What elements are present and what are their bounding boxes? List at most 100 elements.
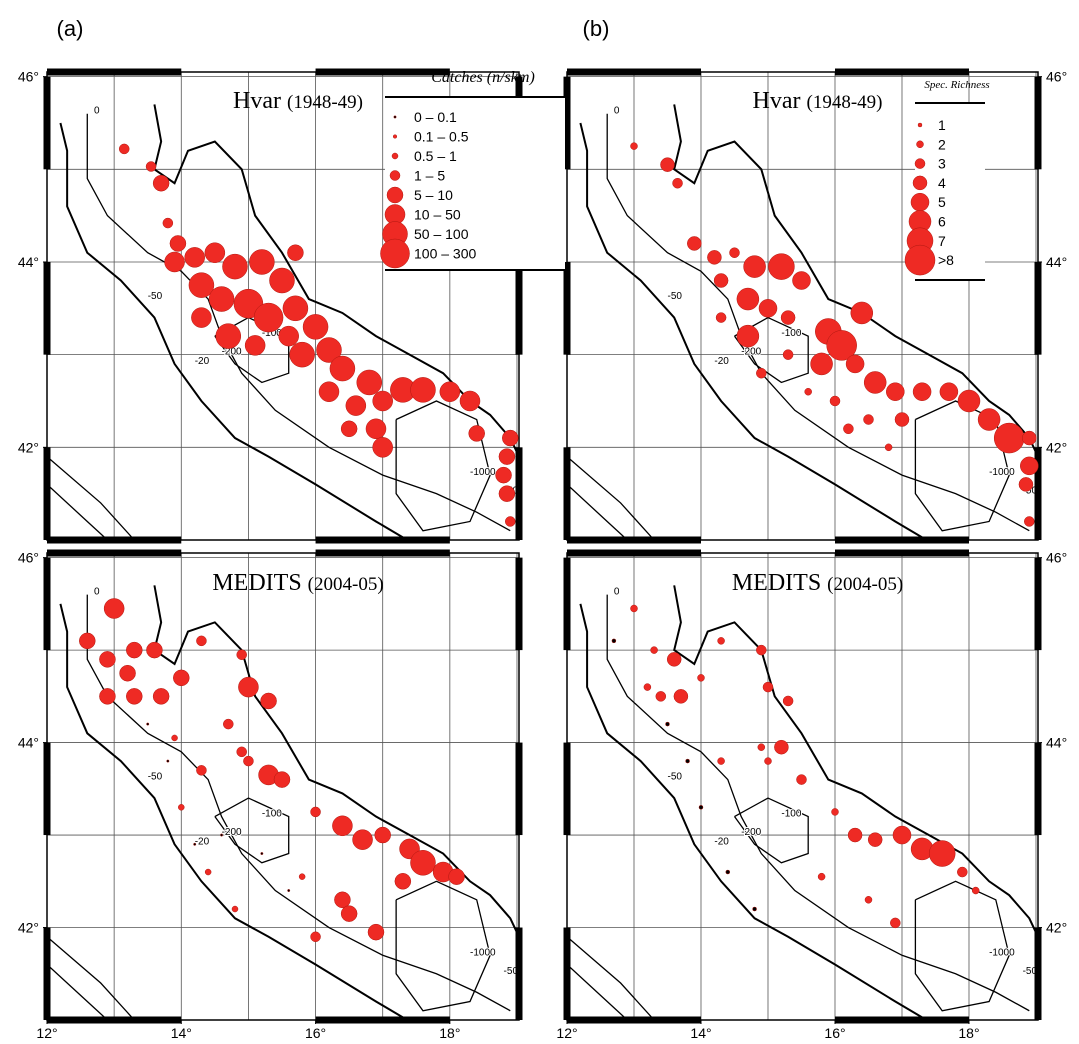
lat-label: 46° <box>1046 69 1067 85</box>
coastline <box>673 585 1038 938</box>
catch-bubble <box>829 395 841 407</box>
catch-bubble <box>758 299 778 318</box>
lon-label: 14° <box>171 1025 192 1041</box>
catch-bubble <box>448 868 465 885</box>
isobath <box>733 797 809 864</box>
catch-bubble <box>928 840 956 867</box>
panel-label: (b) <box>583 16 610 41</box>
legend-label: 6 <box>938 214 946 230</box>
frame-bar <box>43 557 51 651</box>
frame-bar <box>563 742 571 836</box>
catch-bubble <box>184 247 205 268</box>
frame-bar <box>315 1016 450 1024</box>
frame-bar <box>567 68 701 76</box>
legend-label: 5 <box>938 194 946 210</box>
legend-symbol <box>389 170 401 181</box>
catch-bubble <box>236 746 247 758</box>
catch-bubble <box>215 323 242 349</box>
catch-bubble <box>643 683 652 691</box>
frame-bar <box>567 549 701 557</box>
legend-label: 4 <box>938 175 946 191</box>
isobath <box>606 594 1030 1012</box>
isobath-label: -50 <box>148 291 163 302</box>
isobath <box>47 483 108 540</box>
legend: Spec. Richness 1 2 3 4 5 6 7 >8 <box>904 79 990 281</box>
catch-bubble <box>768 253 795 280</box>
legend-symbol <box>391 152 399 160</box>
coastline <box>59 122 410 540</box>
legend-label: 0.1 – 0.5 <box>414 129 469 145</box>
legend-label: 7 <box>938 233 946 249</box>
frame-bar <box>834 536 969 544</box>
frame-bar <box>1034 76 1042 170</box>
catch-bubble <box>660 157 675 172</box>
frame-bar <box>47 549 182 557</box>
catch-bubble <box>672 177 683 189</box>
catch-bubble <box>725 869 731 875</box>
catch-bubble <box>334 891 351 909</box>
isobath-label: 0 <box>94 106 100 117</box>
isobath <box>47 964 108 1020</box>
isobath <box>606 113 1030 532</box>
catch-bubble <box>79 632 96 650</box>
catch-bubble <box>847 827 863 843</box>
lat-label: 46° <box>18 69 39 85</box>
frame-bar <box>567 536 701 544</box>
isobath <box>47 936 135 1020</box>
catch-bubble <box>374 826 391 844</box>
frame-bar <box>1034 927 1042 1020</box>
frame-bar <box>43 261 51 355</box>
map-title-period: (2004-05) <box>308 574 384 595</box>
isobath-label: -50 <box>667 291 682 302</box>
catch-bubble <box>729 247 740 258</box>
catch-bubble <box>318 381 340 402</box>
catch-bubble <box>329 355 356 382</box>
catch-bubble <box>886 382 905 401</box>
catch-bubble <box>764 757 772 765</box>
catch-bubble <box>890 917 901 929</box>
catch-bubble <box>103 598 125 619</box>
catch-bubble <box>912 382 932 401</box>
catch-bubble <box>146 722 150 726</box>
catch-bubble <box>736 324 760 348</box>
catch-bubble <box>340 420 358 438</box>
catch-bubble <box>971 886 980 895</box>
isobath <box>395 880 491 1012</box>
lon-label: 18° <box>439 1025 460 1041</box>
catch-bubble <box>356 369 383 396</box>
catch-bubble <box>193 842 197 846</box>
catch-bubble <box>99 651 116 668</box>
coastline <box>59 603 410 1020</box>
catch-bubble <box>372 390 393 412</box>
catch-bubble <box>611 638 617 644</box>
catch-bubble <box>782 695 794 707</box>
catch-bubble <box>310 931 321 943</box>
frame-bar <box>47 68 182 76</box>
catch-bubble <box>302 314 329 340</box>
map-title-name: Hvar <box>233 88 281 114</box>
isobath-label: -500 <box>1023 966 1043 977</box>
lon-label: 14° <box>690 1025 711 1041</box>
catch-bubble <box>196 765 207 776</box>
isobath-label: -50 <box>667 772 682 783</box>
catch-bubble <box>171 734 178 742</box>
catch-bubble <box>310 806 321 818</box>
catch-bubble <box>685 758 690 764</box>
catch-bubble <box>118 143 130 155</box>
catch-bubble <box>863 371 887 394</box>
catch-bubble <box>260 692 277 710</box>
catch-bubble <box>188 272 215 298</box>
catch-bubble <box>173 669 190 687</box>
catch-bubble <box>884 443 893 452</box>
coastline <box>673 104 1038 458</box>
legend-title: Catches (n/skm) <box>431 69 535 86</box>
catch-bubble <box>316 337 342 363</box>
lat-label: 46° <box>18 550 39 566</box>
catch-bubble <box>236 649 247 660</box>
catch-bubble <box>367 923 385 941</box>
legend-symbol <box>910 192 930 212</box>
isobath-label: -500 <box>504 966 524 977</box>
catch-bubble <box>253 302 284 333</box>
catch-bubble <box>666 652 682 667</box>
